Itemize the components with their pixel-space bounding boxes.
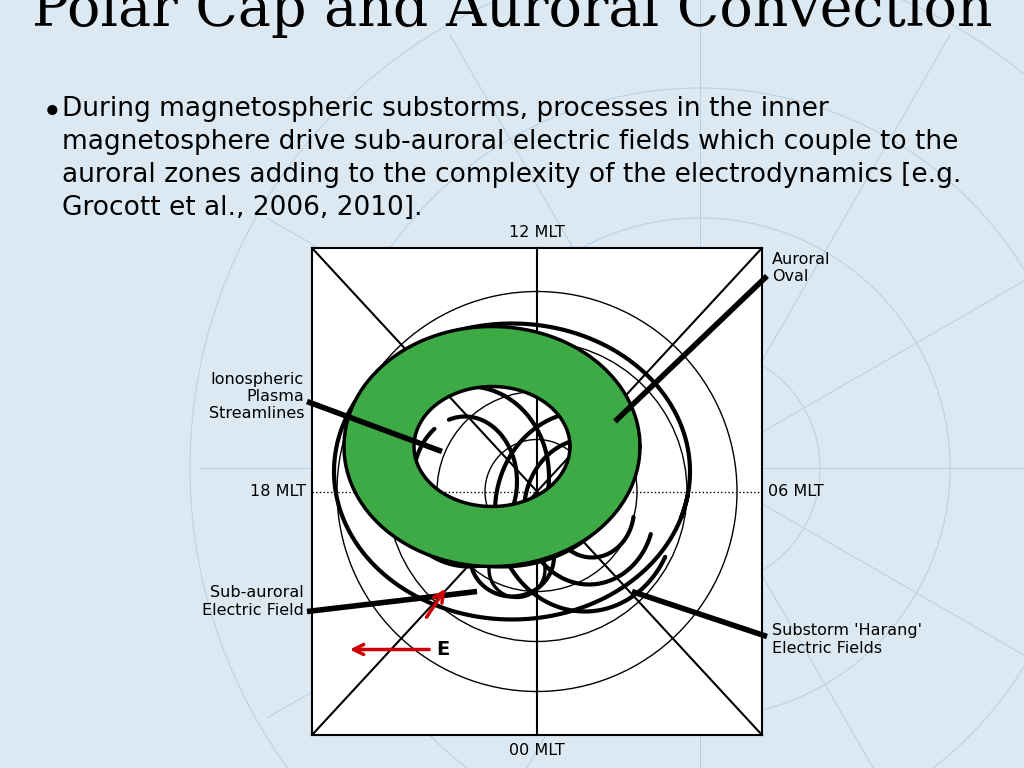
Text: Sub-auroral
Electric Field: Sub-auroral Electric Field: [202, 585, 304, 617]
Text: Auroral
Oval: Auroral Oval: [772, 252, 830, 284]
Text: Ionospheric
Plasma
Streamlines: Ionospheric Plasma Streamlines: [209, 372, 304, 422]
Bar: [312, 248, 762, 735]
Text: 18 MLT: 18 MLT: [250, 484, 306, 499]
Text: Polar Cap and Auroral Convection: Polar Cap and Auroral Convection: [32, 0, 992, 38]
Text: •: •: [42, 96, 62, 130]
Text: During magnetospheric substorms, processes in the inner
magnetosphere drive sub-: During magnetospheric substorms, process…: [62, 96, 962, 221]
Text: E: E: [436, 640, 450, 659]
Polygon shape: [344, 326, 640, 567]
Text: 00 MLT: 00 MLT: [509, 743, 565, 758]
Polygon shape: [344, 326, 640, 567]
Text: 12 MLT: 12 MLT: [509, 225, 565, 240]
Text: 06 MLT: 06 MLT: [768, 484, 823, 499]
Text: Substorm 'Harang'
Electric Fields: Substorm 'Harang' Electric Fields: [772, 624, 922, 656]
